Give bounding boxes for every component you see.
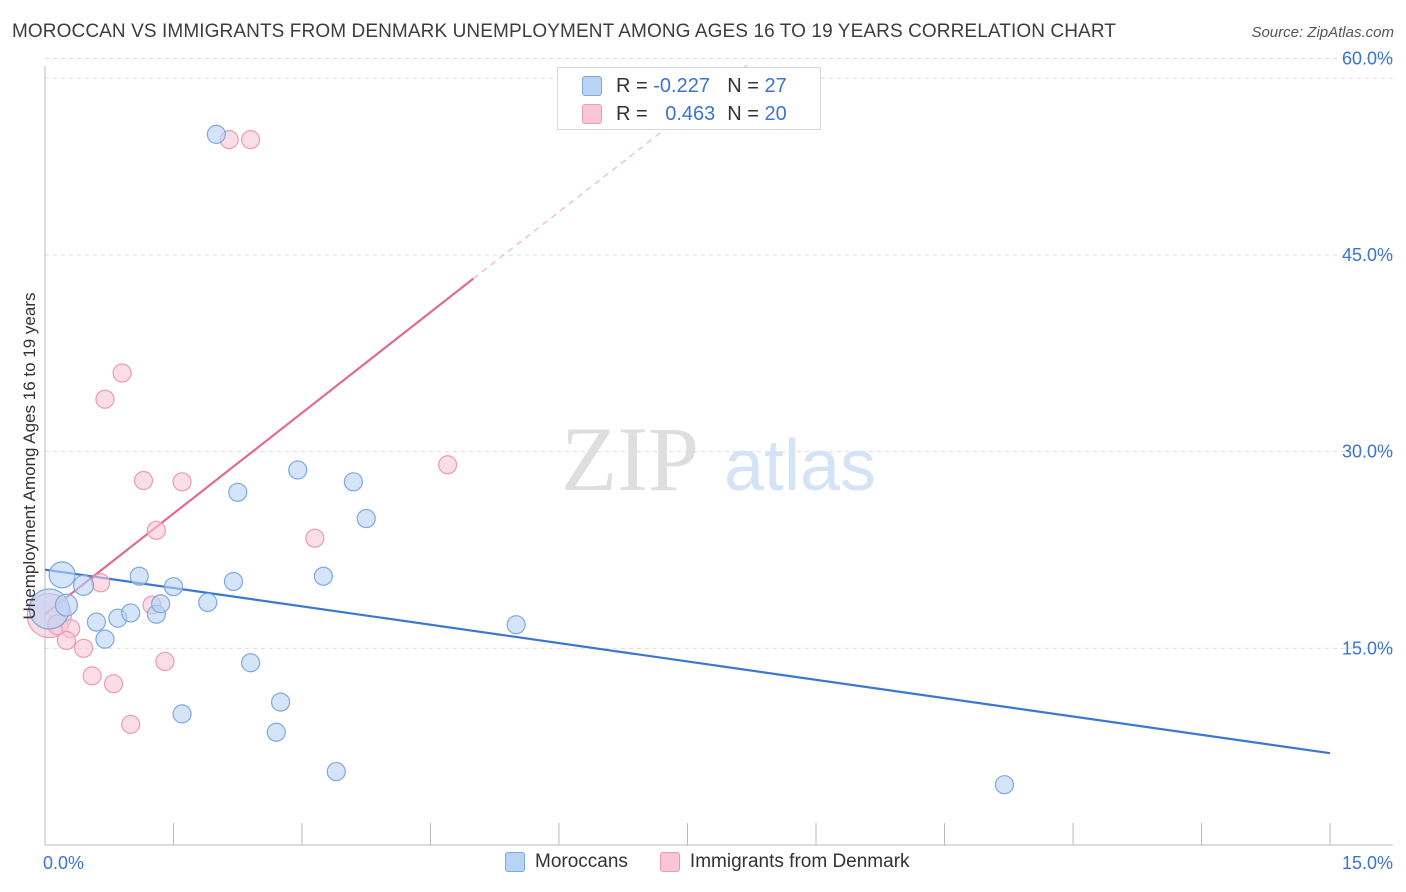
data-point-moroccans bbox=[288, 460, 308, 480]
trend-line-moroccans bbox=[44, 568, 1331, 755]
x-tick-label: 15.0% bbox=[1342, 853, 1393, 873]
data-point-denmark bbox=[103, 674, 124, 694]
data-point-denmark bbox=[56, 630, 77, 651]
data-point-moroccans bbox=[313, 566, 334, 586]
legend-swatch-moroccans bbox=[505, 852, 525, 872]
data-point-moroccans bbox=[228, 482, 248, 502]
chart-title: MOROCCAN VS IMMIGRANTS FROM DENMARK UNEM… bbox=[12, 21, 1116, 42]
data-point-moroccans bbox=[72, 574, 95, 597]
legend-r-label: R = bbox=[616, 102, 648, 125]
data-point-denmark bbox=[305, 528, 325, 548]
legend-n-value: 27 bbox=[764, 74, 787, 97]
data-point-denmark bbox=[73, 638, 94, 658]
legend-label-denmark: Immigrants from Denmark bbox=[689, 851, 910, 872]
watermark-atlas: atlas bbox=[724, 426, 876, 506]
watermark-zip: ZIP bbox=[561, 408, 699, 510]
y-axis-label: Unemployment Among Ages 16 to 19 years bbox=[20, 292, 39, 620]
data-point-moroccans bbox=[48, 561, 76, 589]
data-point-moroccans bbox=[206, 124, 226, 144]
legend-row-denmark: R = 0.463 N = 20 bbox=[582, 100, 787, 128]
data-point-denmark bbox=[438, 455, 458, 475]
y-tick-label: 45.0% bbox=[1342, 245, 1393, 265]
legend-item-denmark: Immigrants from Denmark bbox=[659, 851, 910, 873]
data-point-moroccans bbox=[95, 629, 115, 649]
y-tick-label: 30.0% bbox=[1342, 442, 1393, 462]
data-point-moroccans bbox=[356, 508, 376, 529]
data-point-moroccans bbox=[172, 704, 192, 724]
legend-swatch-denmark bbox=[659, 852, 680, 872]
legend-n-label: N = bbox=[727, 74, 759, 97]
data-point-moroccans bbox=[198, 592, 218, 613]
data-point-moroccans bbox=[326, 761, 346, 782]
legend-n-label: N = bbox=[727, 102, 759, 125]
data-point-denmark bbox=[172, 472, 192, 492]
data-point-moroccans bbox=[994, 775, 1015, 795]
tick-labels: 15.0% 30.0% 45.0% 60.0% 0.0% 15.0% bbox=[43, 48, 1393, 873]
data-point-moroccans bbox=[151, 594, 171, 614]
legend-r-value: -0.227 bbox=[653, 74, 710, 97]
data-point-denmark bbox=[155, 651, 175, 672]
data-point-denmark bbox=[91, 573, 111, 593]
data-point-moroccans bbox=[506, 615, 526, 635]
data-point-moroccans bbox=[163, 577, 184, 597]
legend-item-moroccans: Moroccans bbox=[505, 851, 628, 873]
legend-swatch-denmark bbox=[582, 104, 602, 124]
legend-r-value: 0.463 bbox=[665, 102, 716, 125]
source-label: Source: ZipAtlas.com bbox=[1251, 24, 1394, 41]
series-legend: Moroccans Immigrants from Denmark bbox=[505, 851, 942, 873]
data-point-denmark bbox=[82, 666, 102, 686]
data-point-moroccans bbox=[54, 593, 79, 617]
correlation-legend: R = -0.227 N = 27 R = 0.463 N = 20 bbox=[557, 67, 821, 130]
data-point-moroccans bbox=[270, 692, 291, 712]
legend-label-moroccans: Moroccans bbox=[535, 851, 628, 872]
data-point-denmark bbox=[121, 714, 141, 734]
data-point-denmark bbox=[241, 130, 261, 150]
data-point-denmark bbox=[95, 389, 115, 409]
data-point-denmark bbox=[112, 363, 132, 383]
y-tick-label: 15.0% bbox=[1342, 638, 1393, 658]
legend-swatch-moroccans bbox=[582, 76, 602, 96]
data-point-moroccans bbox=[223, 571, 244, 592]
y-tick-label: 60.0% bbox=[1342, 48, 1393, 68]
data-point-moroccans bbox=[121, 603, 141, 623]
trend-line-denmark bbox=[44, 277, 475, 616]
data-point-moroccans bbox=[129, 566, 149, 586]
data-point-denmark bbox=[133, 470, 154, 491]
data-point-denmark bbox=[146, 520, 166, 540]
watermark: ZIP atlas bbox=[561, 408, 876, 510]
data-point-moroccans bbox=[86, 612, 107, 632]
legend-r-label: R = bbox=[616, 74, 648, 97]
data-point-moroccans bbox=[266, 722, 286, 742]
axes bbox=[44, 66, 1393, 846]
data-point-moroccans bbox=[241, 653, 261, 673]
legend-row-moroccans: R = -0.227 N = 27 bbox=[582, 72, 787, 100]
data-point-moroccans bbox=[343, 472, 363, 492]
x-tick-label: 0.0% bbox=[43, 853, 84, 873]
data-points bbox=[26, 124, 1015, 795]
legend-n-value: 20 bbox=[764, 102, 787, 125]
